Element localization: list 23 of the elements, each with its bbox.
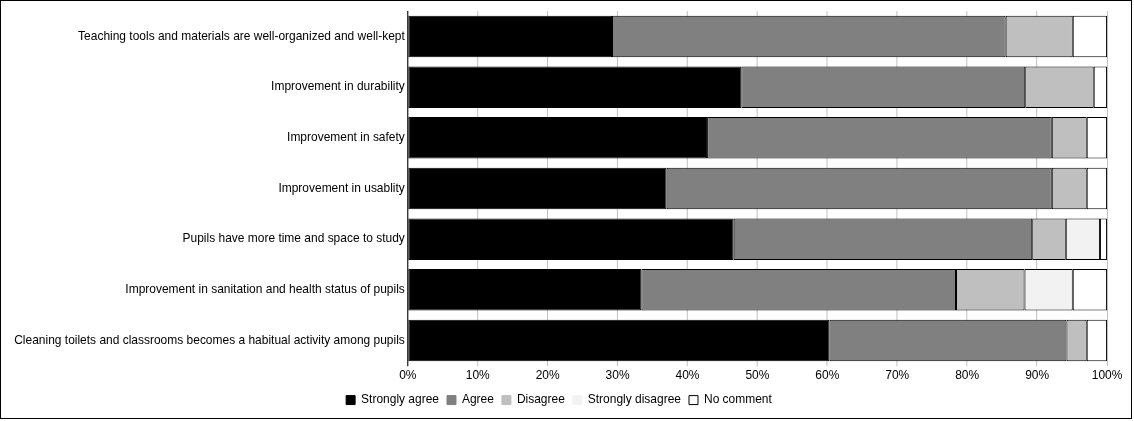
legend-label: Strongly agree	[361, 392, 440, 407]
y-tick-label: Pupils have more time and space to study	[182, 231, 405, 246]
x-tick-label: 80%	[955, 368, 980, 383]
legend-label: Disagree	[516, 392, 566, 407]
y-tick-label: Cleaning toilets and classrooms becomes a habitual activity among pupils	[14, 332, 405, 347]
x-tick-label: 0%	[399, 368, 417, 383]
x-tick-label: 90%	[1025, 368, 1050, 383]
y-tick-label: Improvement in safety	[287, 130, 405, 145]
x-tick-label: 70%	[885, 368, 910, 383]
y-tick-label: Improvement in usablity	[278, 180, 405, 195]
x-tick-label: 30%	[605, 368, 630, 383]
legend-label: Strongly disagree	[587, 392, 682, 407]
y-tick-label: Improvement in sanitation and health status of pupils	[125, 282, 405, 297]
legend-label: No comment	[703, 392, 773, 407]
x-tick-label: 50%	[745, 368, 770, 383]
x-tick-label: 100%	[1091, 368, 1123, 383]
y-tick-label: Teaching tools and materials are well-organized and well-kept	[78, 28, 406, 43]
x-tick-label: 10%	[465, 368, 491, 383]
legend-label: Agree	[461, 392, 495, 407]
x-tick-label: 20%	[535, 368, 561, 383]
x-tick-label: 40%	[675, 368, 700, 383]
y-tick-label: Improvement in durability	[271, 79, 405, 94]
x-tick-label: 60%	[815, 368, 840, 383]
